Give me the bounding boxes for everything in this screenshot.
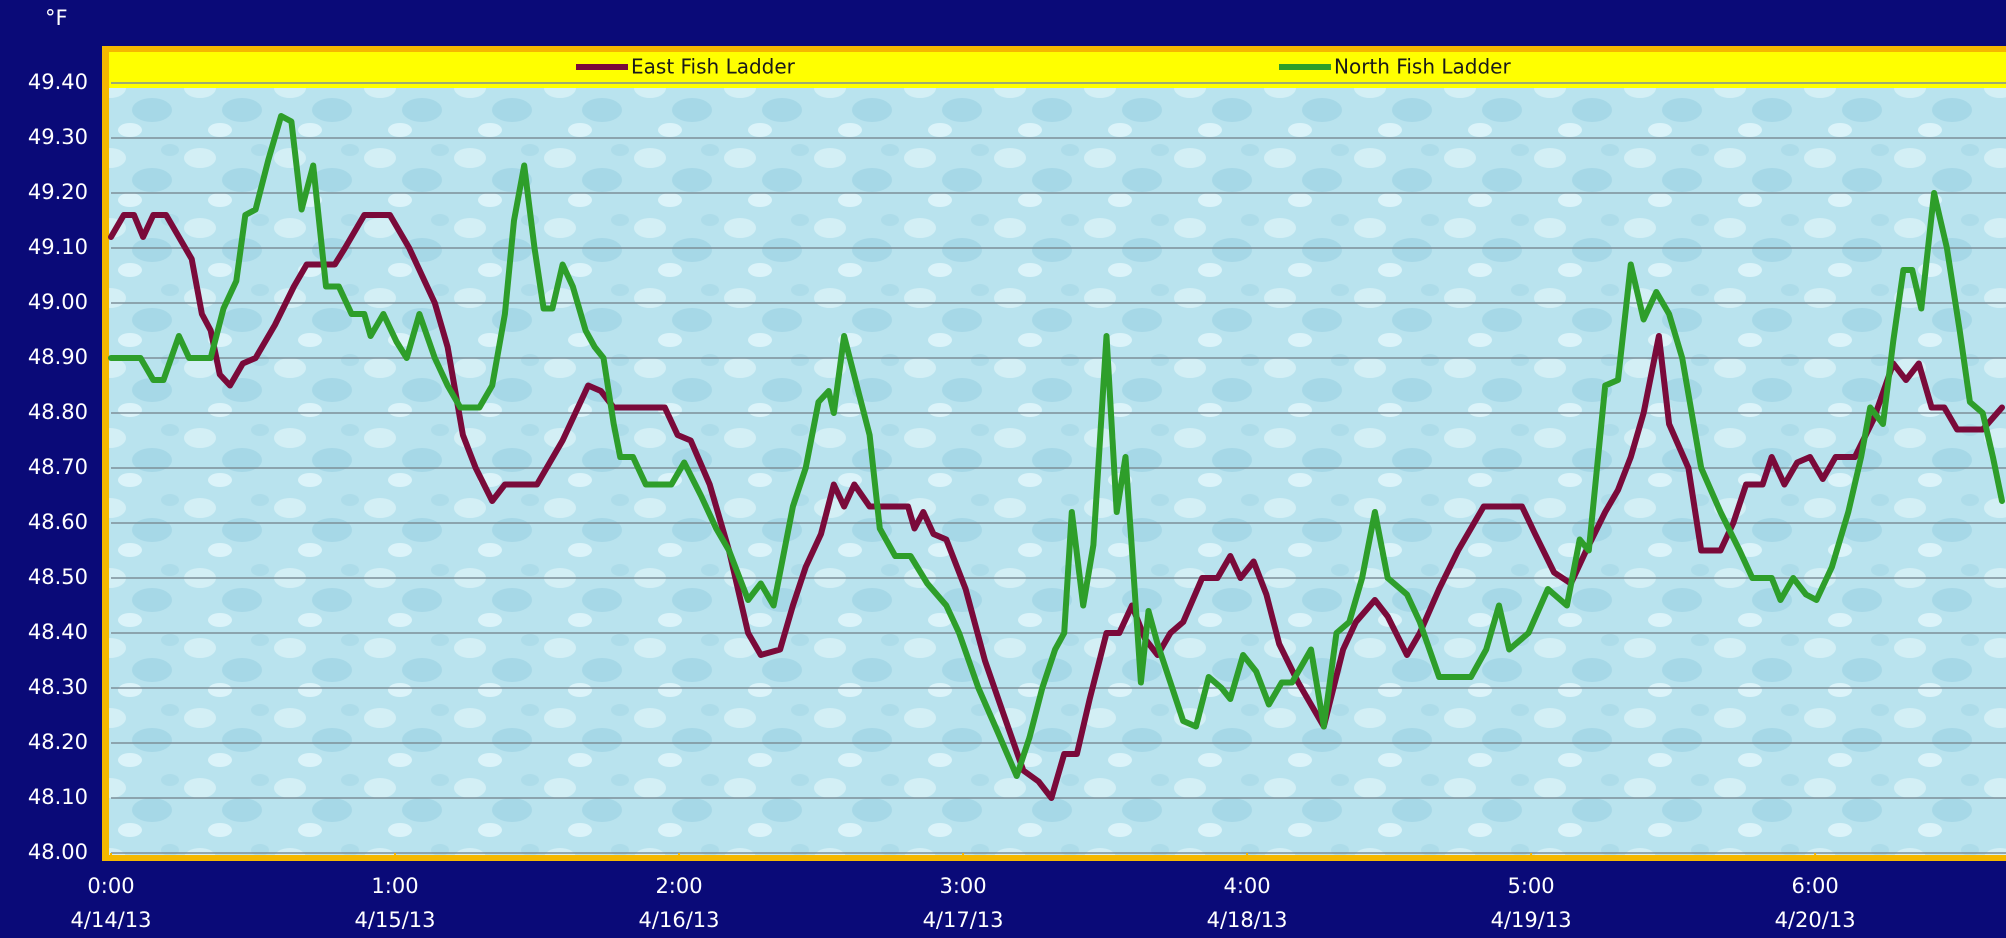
- series-line: [108, 212, 2005, 801]
- x-tick-label: 3:00: [939, 874, 986, 898]
- lines: [108, 113, 2005, 801]
- x-tick-label: 4/19/13: [1491, 908, 1572, 932]
- legend-band: [109, 52, 2006, 88]
- x-tick-label: 0:00: [87, 874, 134, 898]
- series-line: [108, 113, 2005, 779]
- y-tick-label: 49.20: [28, 180, 88, 204]
- x-tick-label: 4/20/13: [1775, 908, 1856, 932]
- y-tick-label: 48.90: [28, 345, 88, 369]
- labels: 48.00 48.10 48.20 48.30 48.40 48.50 48.60 48.70…: [28, 70, 1856, 932]
- plot-area: [109, 52, 2006, 855]
- x-tick-label: 4/15/13: [355, 908, 436, 932]
- x-tick-label: 4/16/13: [639, 908, 720, 932]
- y-tick-label: 48.60: [28, 510, 88, 534]
- legend-label: North Fish Ladder: [1334, 55, 1511, 79]
- y-tick-label: 48.50: [28, 565, 88, 589]
- y-tick-label: 49.30: [28, 125, 88, 149]
- y-tick-label: 48.70: [28, 455, 88, 479]
- y-tick-label: 49.00: [28, 290, 88, 314]
- y-tick-label: 48.10: [28, 785, 88, 809]
- y-axis-label: °F: [45, 6, 68, 30]
- x-tick-label: 2:00: [655, 874, 702, 898]
- x-tick-label: 4/17/13: [923, 908, 1004, 932]
- y-tick-label: 49.10: [28, 235, 88, 259]
- y-tick-label: 48.20: [28, 730, 88, 754]
- y-tick-label: 48.00: [28, 840, 88, 864]
- x-tick-label: 1:00: [371, 874, 418, 898]
- x-tick-label: 4/18/13: [1207, 908, 1288, 932]
- y-tick-label: 49.40: [28, 70, 88, 94]
- x-tick-label: 6:00: [1792, 874, 1839, 898]
- y-tick-label: 48.40: [28, 620, 88, 644]
- legend-label: East Fish Ladder: [631, 55, 796, 79]
- legend: East Fish Ladder North Fish Ladder: [576, 55, 1511, 79]
- x-tick-label: 4:00: [1223, 874, 1270, 898]
- y-tick-label: 48.30: [28, 675, 88, 699]
- y-tick-label: 48.80: [28, 400, 88, 424]
- x-tick-label: 4/14/13: [71, 908, 152, 932]
- x-tick-label: 5:00: [1508, 874, 1555, 898]
